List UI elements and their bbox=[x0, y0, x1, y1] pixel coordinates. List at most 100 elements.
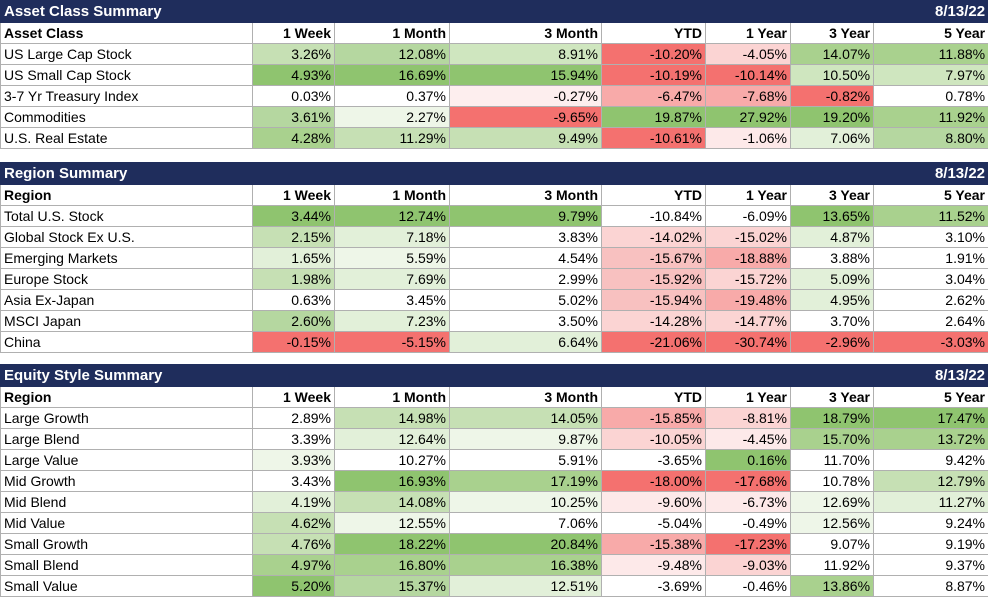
row-label: Asia Ex-Japan bbox=[1, 290, 253, 311]
return-cell: 10.78% bbox=[791, 471, 874, 492]
row-label: Small Blend bbox=[1, 555, 253, 576]
return-cell: 15.37% bbox=[335, 576, 450, 597]
return-cell: 7.97% bbox=[874, 65, 988, 86]
row-label: Emerging Markets bbox=[1, 248, 253, 269]
return-cell: -21.06% bbox=[602, 332, 706, 353]
column-header: 3 Month bbox=[450, 23, 602, 44]
return-cell: -14.28% bbox=[602, 311, 706, 332]
return-cell: -10.84% bbox=[602, 206, 706, 227]
return-cell: 11.70% bbox=[791, 450, 874, 471]
return-cell: 5.91% bbox=[450, 450, 602, 471]
return-cell: -9.48% bbox=[602, 555, 706, 576]
return-cell: 12.79% bbox=[874, 471, 988, 492]
return-cell: 2.15% bbox=[253, 227, 335, 248]
row-label: 3-7 Yr Treasury Index bbox=[1, 86, 253, 107]
return-cell: 5.02% bbox=[450, 290, 602, 311]
section-date: 8/13/22 bbox=[874, 1, 988, 23]
column-header-name: Asset Class bbox=[1, 23, 253, 44]
return-cell: -15.85% bbox=[602, 408, 706, 429]
return-cell: -15.02% bbox=[706, 227, 791, 248]
return-cell: 0.37% bbox=[335, 86, 450, 107]
return-cell: -6.09% bbox=[706, 206, 791, 227]
return-cell: 3.61% bbox=[253, 107, 335, 128]
row-label: US Small Cap Stock bbox=[1, 65, 253, 86]
row-label: Mid Value bbox=[1, 513, 253, 534]
return-cell: -0.82% bbox=[791, 86, 874, 107]
row-label: Mid Blend bbox=[1, 492, 253, 513]
return-cell: -9.03% bbox=[706, 555, 791, 576]
row-label: MSCI Japan bbox=[1, 311, 253, 332]
return-cell: 2.89% bbox=[253, 408, 335, 429]
return-cell: 15.94% bbox=[450, 65, 602, 86]
return-cell: 3.04% bbox=[874, 269, 988, 290]
column-header-name: Region bbox=[1, 185, 253, 206]
table-row: Global Stock Ex U.S.2.15%7.18%3.83%-14.0… bbox=[1, 227, 988, 248]
return-cell: 12.74% bbox=[335, 206, 450, 227]
return-cell: -1.06% bbox=[706, 128, 791, 149]
return-cell: 8.80% bbox=[874, 128, 988, 149]
table-row: China-0.15%-5.15%6.64%-21.06%-30.74%-2.9… bbox=[1, 332, 988, 353]
row-label: Small Growth bbox=[1, 534, 253, 555]
return-cell: 17.47% bbox=[874, 408, 988, 429]
row-label: Mid Growth bbox=[1, 471, 253, 492]
return-cell: -5.15% bbox=[335, 332, 450, 353]
return-cell: 3.50% bbox=[450, 311, 602, 332]
return-cell: 4.87% bbox=[791, 227, 874, 248]
return-cell: -3.03% bbox=[874, 332, 988, 353]
column-header: 1 Month bbox=[335, 387, 450, 408]
column-header: YTD bbox=[602, 387, 706, 408]
return-cell: 4.28% bbox=[253, 128, 335, 149]
return-cell: 3.43% bbox=[253, 471, 335, 492]
return-cell: 1.98% bbox=[253, 269, 335, 290]
return-cell: -6.47% bbox=[602, 86, 706, 107]
return-cell: 7.06% bbox=[450, 513, 602, 534]
return-cell: -3.65% bbox=[602, 450, 706, 471]
return-cell: -15.92% bbox=[602, 269, 706, 290]
return-cell: 4.95% bbox=[791, 290, 874, 311]
return-cell: -15.94% bbox=[602, 290, 706, 311]
return-cell: -30.74% bbox=[706, 332, 791, 353]
return-cell: 5.20% bbox=[253, 576, 335, 597]
column-header: 3 Year bbox=[791, 23, 874, 44]
row-label: Small Value bbox=[1, 576, 253, 597]
return-cell: -7.68% bbox=[706, 86, 791, 107]
return-cell: 2.99% bbox=[450, 269, 602, 290]
column-header: 3 Year bbox=[791, 185, 874, 206]
return-cell: 12.51% bbox=[450, 576, 602, 597]
return-cell: 13.72% bbox=[874, 429, 988, 450]
return-cell: -14.77% bbox=[706, 311, 791, 332]
column-header: 1 Week bbox=[253, 387, 335, 408]
return-cell: 7.18% bbox=[335, 227, 450, 248]
return-cell: 0.03% bbox=[253, 86, 335, 107]
return-cell: 7.06% bbox=[791, 128, 874, 149]
return-cell: 27.92% bbox=[706, 107, 791, 128]
return-cell: 10.25% bbox=[450, 492, 602, 513]
return-cell: 4.76% bbox=[253, 534, 335, 555]
row-label: Large Blend bbox=[1, 429, 253, 450]
return-cell: -0.49% bbox=[706, 513, 791, 534]
section-date: 8/13/22 bbox=[874, 163, 988, 185]
column-header: 3 Year bbox=[791, 387, 874, 408]
return-cell: 9.19% bbox=[874, 534, 988, 555]
return-cell: 16.69% bbox=[335, 65, 450, 86]
return-cell: 4.97% bbox=[253, 555, 335, 576]
return-cell: 4.54% bbox=[450, 248, 602, 269]
return-cell: -10.19% bbox=[602, 65, 706, 86]
return-cell: 12.69% bbox=[791, 492, 874, 513]
return-cell: 19.87% bbox=[602, 107, 706, 128]
column-header: 1 Year bbox=[706, 23, 791, 44]
return-cell: 14.08% bbox=[335, 492, 450, 513]
